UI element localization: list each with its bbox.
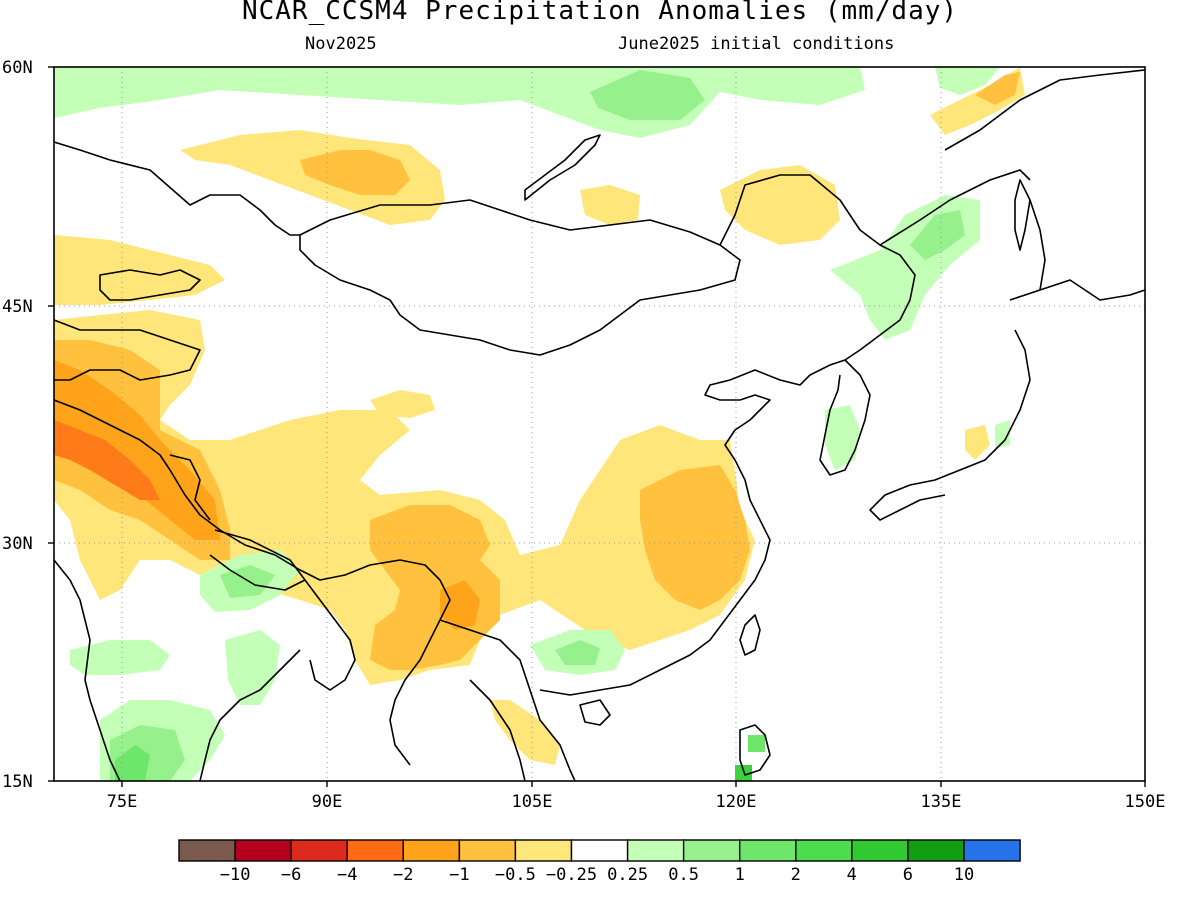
lon-label-150e: 150E: [1125, 792, 1166, 812]
lon-label-120e: 120E: [716, 792, 757, 812]
lon-label-90e: 90E: [312, 792, 343, 812]
color-bar-label: 2: [791, 865, 801, 885]
lat-label-15n: 15N: [2, 772, 33, 792]
color-bar-label: 0.25: [607, 865, 648, 885]
color-bar-swatch: [458, 839, 517, 862]
color-bar-swatch: [795, 839, 853, 862]
map-title: NCAR_CCSM4 Precipitation Anomalies (mm/d…: [241, 0, 959, 26]
color-bar-swatch: [290, 839, 348, 862]
wet-region-nepal-core: [220, 565, 275, 598]
color-bar-label: 1: [735, 865, 745, 885]
lat-label-45n: 45N: [2, 297, 33, 317]
color-bar-swatch: [907, 839, 965, 862]
wet-region-india-south-peak: [115, 745, 150, 781]
wet-region-south-china-core: [555, 640, 600, 665]
color-bar-swatch: [963, 839, 1021, 862]
dry-region-baikal: [580, 185, 640, 225]
color-bar-swatch: [682, 839, 741, 862]
graticule: [54, 67, 1145, 781]
lat-label-60n: 60N: [2, 58, 33, 78]
dry-region-vietnam: [490, 700, 560, 765]
color-bar-label: 0.5: [668, 865, 699, 885]
dry-region-himalaya-core: [54, 360, 220, 540]
dry-region-west-kazakh: [54, 235, 225, 305]
map-frame: [53, 66, 1146, 782]
color-bar-swatch: [346, 839, 405, 862]
color-bar-label: 6: [903, 865, 913, 885]
lon-label-75e: 75E: [107, 792, 138, 812]
wet-region-siberia-core: [590, 70, 705, 120]
dry-region-tarim: [370, 390, 435, 418]
lon-label-135e: 135E: [921, 792, 962, 812]
color-bar-swatch: [514, 839, 573, 862]
lon-label-105e: 105E: [512, 792, 553, 812]
color-bar-label: −0.25: [546, 865, 597, 885]
color-bar-swatch: [402, 839, 461, 862]
color-bar-swatch: [851, 839, 909, 862]
wet-region-philippines: [748, 735, 765, 752]
dry-region-east-china: [640, 465, 750, 610]
wet-region-india-west: [70, 640, 170, 675]
wet-region-north-siberia: [54, 67, 865, 138]
lat-label-30n: 30N: [2, 534, 33, 554]
anomaly-shading: [54, 67, 1025, 781]
wet-region-far-east-core: [910, 210, 965, 260]
color-bar: −10 −6 −4 −2 −1 −0.5 −0.25 0.25 0.5 1 2 4 6 10: [178, 839, 1021, 885]
color-bar-label: −6: [281, 865, 301, 885]
coastlines-and-borders: [54, 69, 1145, 781]
initial-conditions-label: June2025 initial conditions: [618, 34, 895, 54]
wet-region-japan: [995, 420, 1010, 448]
dry-region-japan: [965, 425, 990, 460]
color-bar-labels: −10 −6 −4 −2 −1 −0.5 −0.25 0.25 0.5 1 2 4 6 10: [220, 865, 975, 885]
color-bar-label: −0.5: [495, 865, 536, 885]
wet-region-india-central: [225, 630, 280, 705]
color-bar-swatch: [570, 839, 629, 862]
forecast-month: Nov2025: [305, 34, 377, 54]
color-bar-label: 10: [954, 865, 974, 885]
color-bar-swatch: [178, 839, 236, 862]
color-bar-label: −10: [220, 865, 251, 885]
color-bar-label: −2: [393, 865, 413, 885]
color-bar-swatch: [739, 839, 797, 862]
axis-ticks: [48, 66, 1146, 787]
dry-region-yunnan-core: [440, 580, 480, 630]
color-bar-swatch: [626, 839, 685, 862]
color-bar-label: 4: [847, 865, 857, 885]
color-bar-label: −4: [337, 865, 357, 885]
wet-region-siberia-east: [935, 67, 1000, 95]
color-bar-swatch: [234, 839, 292, 862]
dry-region-tibet-west: [54, 310, 755, 685]
dry-region-north-east-core: [975, 72, 1020, 105]
wet-region-korea: [825, 405, 860, 470]
color-bar-label: −1: [449, 865, 469, 885]
dry-region-kazakhstan-core: [300, 150, 410, 195]
color-bar-boxes: [178, 839, 1021, 862]
dry-region-mongolia: [720, 165, 840, 245]
dry-region-himalaya-peak: [54, 420, 160, 500]
